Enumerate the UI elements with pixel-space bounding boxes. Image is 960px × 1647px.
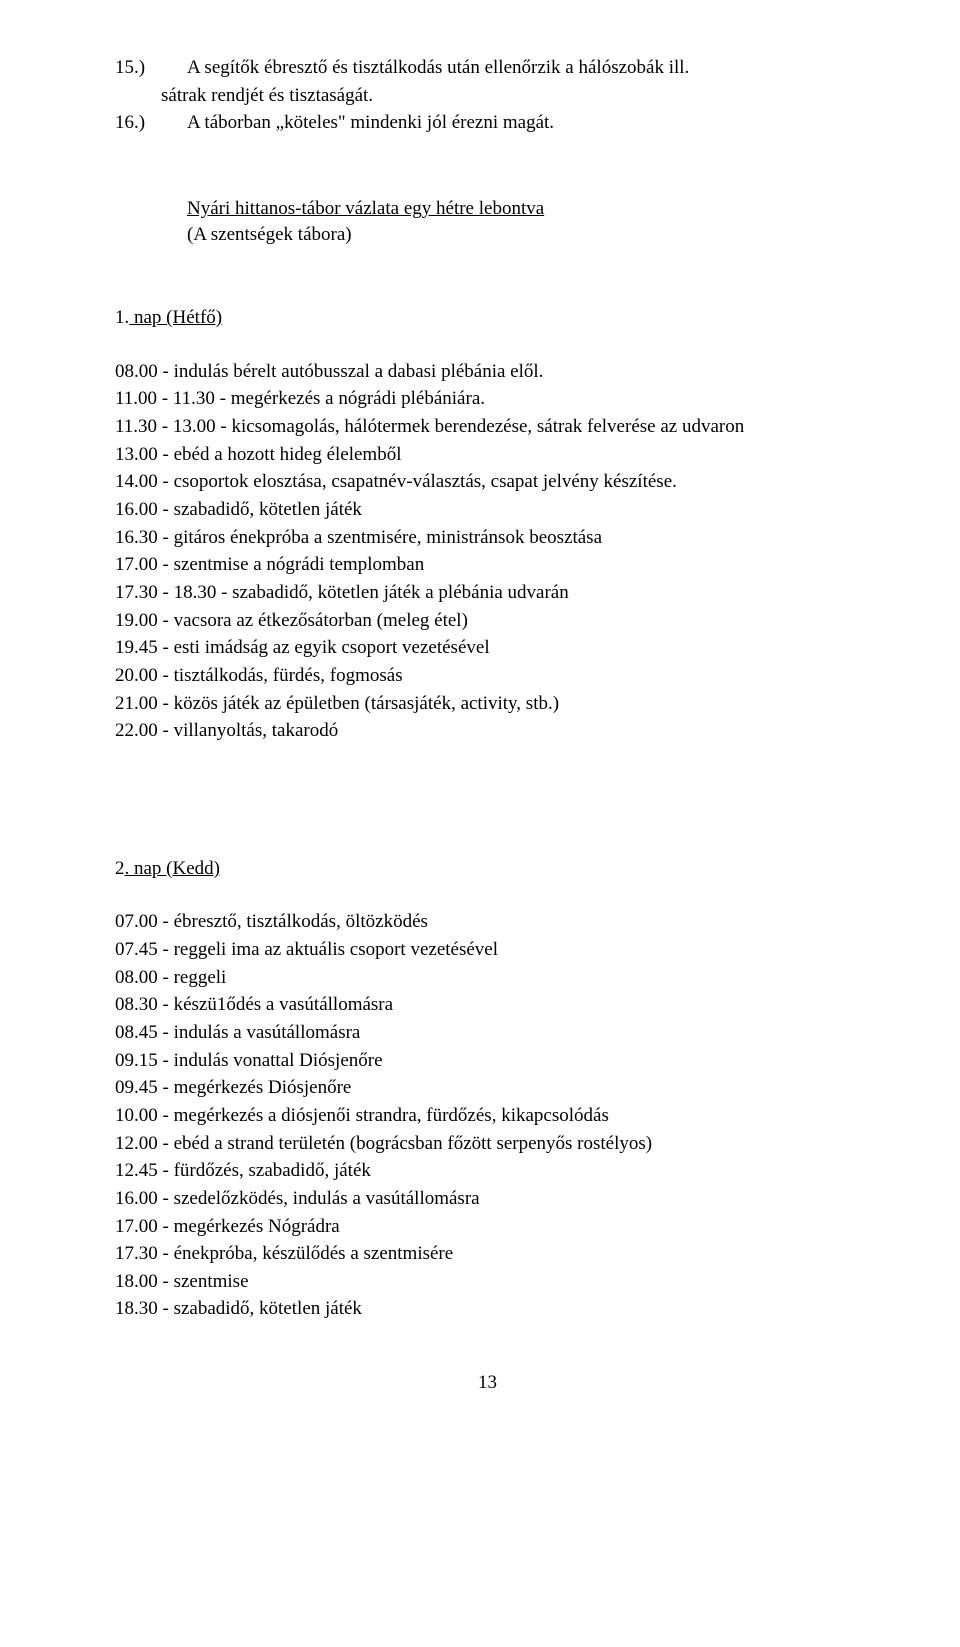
sched-line: 20.00 - tisztálkodás, fürdés, fogmosás <box>115 663 860 689</box>
sched-line: 09.45 - megérkezés Diósjenőre <box>115 1075 860 1101</box>
sched-line: 16.00 - szedelőzködés, indulás a vasútál… <box>115 1186 860 1212</box>
sched-line: 18.30 - szabadidő, kötetlen játék <box>115 1296 860 1322</box>
sched-line: 10.00 - megérkezés a diósjenői strandra,… <box>115 1103 860 1129</box>
sched-line: 19.45 - esti imádság az egyik csoport ve… <box>115 635 860 661</box>
sched-line: 12.00 - ebéd a strand területén (bogrács… <box>115 1131 860 1157</box>
rule-15: 15.) A segítők ébresztő és tisztálkodás … <box>115 55 860 81</box>
sched-line: 22.00 - villanyoltás, takarodó <box>115 718 860 744</box>
rule-text: A segítők ébresztő és tisztálkodás után … <box>187 55 860 81</box>
rule-number: 16.) <box>115 110 187 136</box>
rule-number: 15.) <box>115 55 187 81</box>
sched-line: 11.30 - 13.00 - kicsomagolás, hálótermek… <box>115 414 860 440</box>
sched-line: 11.00 - 11.30 - megérkezés a nógrádi plé… <box>115 386 860 412</box>
sched-line: 08.00 - reggeli <box>115 965 860 991</box>
sched-line: 21.00 - közös játék az épületben (társas… <box>115 691 860 717</box>
section-header: Nyári hittanos-tábor vázlata egy hétre l… <box>115 196 860 247</box>
sched-line: 08.30 - készü1ődés a vasútállomásra <box>115 992 860 1018</box>
sched-line: 18.00 - szentmise <box>115 1269 860 1295</box>
day2-schedule: 07.00 - ébresztő, tisztálkodás, öltözköd… <box>115 909 860 1322</box>
sched-line: 13.00 - ebéd a hozott hideg élelemből <box>115 442 860 468</box>
sched-line: 08.45 - indulás a vasútállomásra <box>115 1020 860 1046</box>
rules-block: 15.) A segítők ébresztő és tisztálkodás … <box>115 55 860 136</box>
sched-line: 17.30 - 18.30 - szabadidő, kötetlen játé… <box>115 580 860 606</box>
sched-line: 07.00 - ébresztő, tisztálkodás, öltözköd… <box>115 909 860 935</box>
day1-prefix: 1. <box>115 307 129 328</box>
day1-schedule: 08.00 - indulás bérelt autóbusszal a dab… <box>115 359 860 744</box>
sched-line: 19.00 - vacsora az étkezősátorban (meleg… <box>115 608 860 634</box>
rule-15-cont: sátrak rendjét és tisztaságát. <box>115 83 860 109</box>
sched-line: 09.15 - indulás vonattal Diósjenőre <box>115 1048 860 1074</box>
day2-label: . nap (Kedd) <box>125 858 221 879</box>
sched-line: 16.00 - szabadidő, kötetlen játék <box>115 497 860 523</box>
sched-line: 16.30 - gitáros énekpróba a szentmisére,… <box>115 525 860 551</box>
sched-line: 17.00 - szentmise a nógrádi templomban <box>115 552 860 578</box>
rule-text: A táborban „köteles" mindenki jól érezni… <box>187 110 860 136</box>
sched-line: 12.45 - fürdőzés, szabadidő, játék <box>115 1158 860 1184</box>
section-title: Nyári hittanos-tábor vázlata egy hétre l… <box>187 196 860 222</box>
day1-label: nap (Hétfő) <box>129 307 222 328</box>
sched-line: 17.30 - énekpróba, készülődés a szentmis… <box>115 1241 860 1267</box>
day2-prefix: 2 <box>115 858 125 879</box>
sched-line: 14.00 - csoportok elosztása, csapatnév-v… <box>115 469 860 495</box>
section-subtitle: (A szentségek tábora) <box>187 222 860 248</box>
day1-heading: 1. nap (Hétfő) <box>115 305 860 331</box>
sched-line: 07.45 - reggeli ima az aktuális csoport … <box>115 937 860 963</box>
sched-line: 08.00 - indulás bérelt autóbusszal a dab… <box>115 359 860 385</box>
day2-heading: 2. nap (Kedd) <box>115 856 860 882</box>
rule-16: 16.) A táborban „köteles" mindenki jól é… <box>115 110 860 136</box>
page-number: 13 <box>115 1370 860 1396</box>
sched-line: 17.00 - megérkezés Nógrádra <box>115 1214 860 1240</box>
